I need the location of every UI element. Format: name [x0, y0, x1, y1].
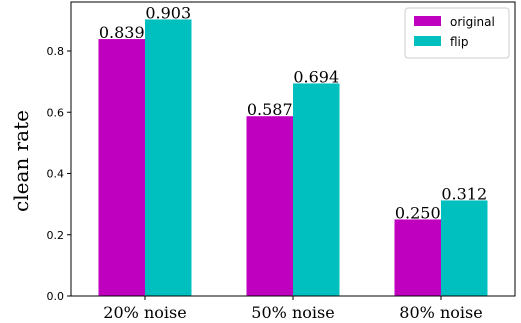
y-tick-label: 0.4 — [47, 168, 65, 181]
x-tick-label: 50% noise — [251, 303, 334, 322]
data-label: 0.903 — [145, 3, 191, 22]
data-label: 0.587 — [247, 100, 293, 119]
legend-swatch-original — [414, 16, 441, 26]
bar-original — [246, 116, 293, 296]
bar-flip — [145, 19, 192, 297]
bar-original — [394, 219, 441, 296]
bar-original — [98, 39, 145, 297]
data-label: 0.839 — [99, 23, 145, 42]
plot-frame — [70, 1, 516, 297]
x-tick-label: 20% noise — [103, 303, 186, 322]
data-label: 0.250 — [395, 203, 441, 222]
data-label: 0.694 — [293, 67, 339, 86]
y-tick-label: 0.2 — [47, 229, 65, 242]
legend-label-flip: flip — [450, 35, 469, 49]
legend-label-original: original — [450, 15, 495, 29]
y-tick-label: 0.0 — [47, 290, 65, 303]
legend-swatch-flip — [414, 36, 441, 46]
bar-flip — [293, 83, 340, 297]
bar-flip — [441, 200, 488, 296]
y-axis-label: clean rate — [9, 110, 33, 212]
y-tick-label: 0.8 — [47, 45, 65, 58]
x-tick-label: 80% noise — [399, 303, 482, 322]
y-tick-label: 0.6 — [47, 106, 65, 119]
data-label: 0.312 — [441, 184, 487, 203]
